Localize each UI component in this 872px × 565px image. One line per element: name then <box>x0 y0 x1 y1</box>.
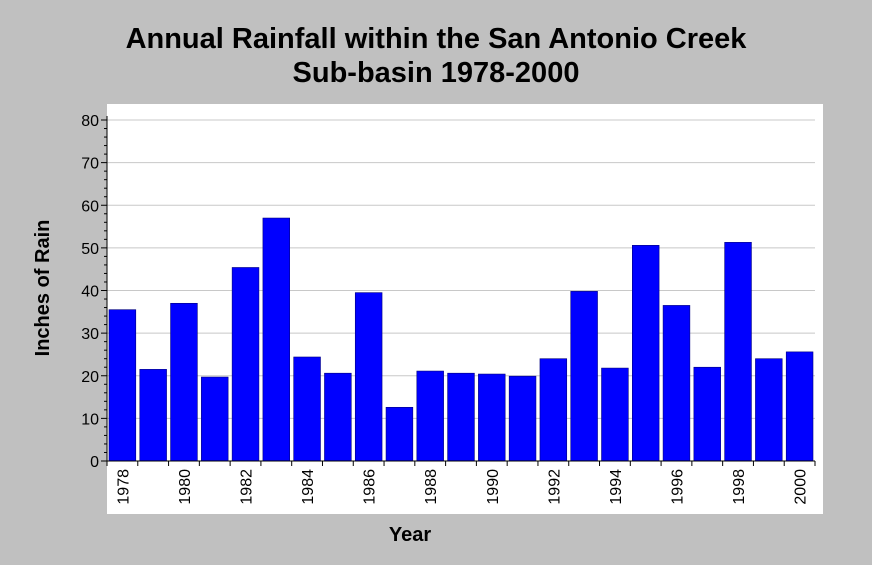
bar-1988 <box>416 370 444 462</box>
bar-1986 <box>354 292 383 462</box>
x-tick-labels: 1978 1980 1982 1984 1986 1988 1990 1992 1994 1996… <box>115 469 809 505</box>
x-tick-label: 1984 <box>300 469 317 505</box>
x-tick-label: 1992 <box>546 469 563 505</box>
bar-1983 <box>262 217 290 462</box>
bar-1993 <box>570 291 598 462</box>
y-tick-label: 0 <box>90 454 99 471</box>
bar-1992 <box>539 358 568 462</box>
x-tick-label: 1994 <box>608 469 625 505</box>
bar-2000 <box>785 351 814 462</box>
bar-1996 <box>662 305 691 462</box>
bar-1995 <box>632 245 660 462</box>
x-tick-label: 1998 <box>731 469 748 505</box>
bar-1979 <box>139 369 167 462</box>
bar-1994 <box>601 367 629 462</box>
chart-title: Annual Rainfall within the San Antonio C… <box>0 22 872 90</box>
bars <box>108 217 814 462</box>
bar-1985 <box>324 372 352 462</box>
bar-1978 <box>108 309 137 462</box>
x-axis-label: Year <box>389 524 431 546</box>
bar-1997 <box>693 366 721 462</box>
y-tick-label: 80 <box>81 113 99 130</box>
chart-title-line2: Sub-basin 1978-2000 <box>292 57 580 89</box>
y-tick-label: 30 <box>81 326 99 343</box>
x-tick-label: 1996 <box>669 469 686 505</box>
y-axis-label: Inches of Rain <box>32 220 54 357</box>
x-tick-label: 1980 <box>177 469 194 505</box>
bar-1982 <box>231 267 260 462</box>
x-tick-label: 1978 <box>115 469 132 505</box>
y-tick-labels: 0 10 20 30 40 50 60 70 80 <box>81 113 99 471</box>
bar-1989 <box>447 372 475 462</box>
y-tick-label: 10 <box>81 411 99 428</box>
bar-1991 <box>508 375 537 462</box>
chart-title-line1: Annual Rainfall within the San Antonio C… <box>125 23 747 55</box>
bar-1998 <box>724 242 752 462</box>
y-tick-label: 20 <box>81 369 99 386</box>
bar-1999 <box>755 358 783 462</box>
bar-1980 <box>170 302 198 462</box>
x-tick-label: 1986 <box>362 469 379 505</box>
x-tick-label: 1990 <box>485 469 502 505</box>
y-tick-label: 50 <box>81 241 99 258</box>
y-tick-label: 60 <box>81 198 99 215</box>
bar-1990 <box>478 373 506 462</box>
y-tick-label: 70 <box>81 156 99 173</box>
bar-1981 <box>201 376 229 462</box>
y-tick-label: 40 <box>81 284 99 301</box>
bar-1984 <box>293 356 321 462</box>
bar-1987 <box>385 406 414 462</box>
axes <box>101 116 816 466</box>
x-tick-label: 1982 <box>239 469 256 505</box>
x-tick-label: 1988 <box>423 469 440 505</box>
x-tick-label: 2000 <box>793 469 810 505</box>
